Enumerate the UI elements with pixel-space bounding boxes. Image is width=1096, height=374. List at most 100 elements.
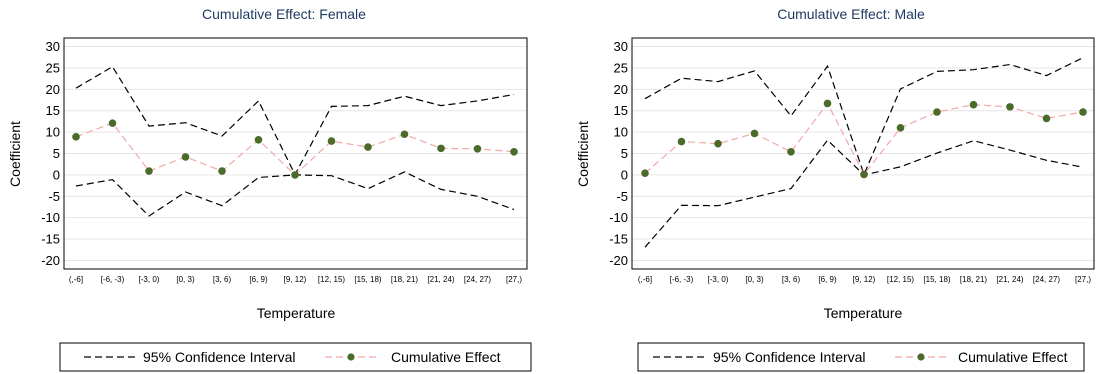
x-axis: (,-6] [-6, -3) [-3, 0) [0, 3) [3, 6) [6, 9) [9… [638,275,1091,284]
plot-frame [63,37,528,270]
y-tick-label: -5 [48,189,60,204]
data-point [896,124,905,132]
series-line-ci-upper [75,65,515,176]
y-tick-label: -15 [609,232,628,247]
y-tick-label: 5 [621,146,628,161]
data-point [437,144,445,153]
series-layer [641,57,1087,248]
y-tick-label: 25 [614,60,628,75]
x-tick-label: [3, 6) [213,275,232,284]
y-axis: 30 25 20 15 10 5 0 -5 -10 -15 -20 [41,39,60,268]
x-tick-label: [0, 3) [745,275,764,284]
legend-frame [637,342,1085,372]
data-point [750,129,759,138]
x-axis-label: Temperature [257,305,336,321]
y-tick-label: -5 [616,189,628,204]
x-tick-label: [12, 15) [318,275,345,284]
data-point [1079,108,1087,116]
data-point [641,169,649,177]
x-tick-label: [-6, -3) [670,275,694,284]
x-tick-label: [27,) [1075,275,1091,284]
data-point [677,137,686,146]
chart-female: Cumulative Effect: Female 30 25 20 15 10 5 0 -5… [7,6,532,372]
series-line-cumulative-effect [75,122,515,176]
x-tick-label: [24, 27) [1033,275,1060,284]
data-point [218,167,226,175]
x-tick-label: [15, 18) [354,275,381,284]
x-tick-label: [0, 3) [176,275,195,284]
data-point [291,171,299,179]
x-tick-label: (,-6] [638,275,652,284]
data-point [72,133,80,141]
y-tick-label: 25 [46,60,60,75]
data-point [400,130,409,139]
x-tick-label: [9, 12) [853,275,876,284]
x-tick-label: [21, 24) [427,275,454,284]
y-tick-label: 0 [53,167,60,182]
y-tick-label: -15 [41,232,60,247]
data-point [327,137,336,145]
y-axis-label: Coefficient [7,121,23,187]
y-tick-label: -10 [609,210,628,225]
legend-label-ci: 95% Confidence Interval [143,349,296,365]
legend-frame [59,342,532,372]
x-tick-label: [12, 15) [887,275,914,284]
data-point [473,144,482,153]
x-tick-label: [6, 9) [249,275,268,284]
data-point [969,100,978,109]
data-point [933,108,941,116]
y-tick-label: -20 [609,253,628,268]
chart-male: Cumulative Effect: Male 30 25 20 15 10 5 0 -5 -1… [575,6,1095,372]
legend: 95% Confidence Interval Cumulative Effec… [59,342,532,372]
chart-title: Cumulative Effect: Female [202,6,366,22]
x-tick-label: [9, 12) [284,275,307,284]
gridlines [632,46,1094,261]
legend-label-effect: Cumulative Effect [958,349,1068,365]
y-tick-label: 30 [46,39,60,54]
series-layer [72,65,518,217]
x-tick-label: [27,) [506,275,522,284]
series-line-ci-upper [644,57,1084,177]
data-point [181,153,190,161]
legend: 95% Confidence Interval Cumulative Effec… [637,342,1085,372]
y-tick-label: 10 [614,125,628,140]
y-tick-label: 20 [46,82,60,97]
y-axis: 30 25 20 15 10 5 0 -5 -10 -15 -20 [609,39,628,268]
x-tick-label: (,-6] [69,275,83,284]
data-point [254,136,263,144]
x-tick-label: [-3, 0) [139,275,160,284]
y-tick-label: 20 [614,82,628,97]
y-tick-label: 0 [621,167,628,182]
x-tick-label: [-6, -3) [101,275,125,284]
data-point [1042,114,1051,123]
data-point [145,167,153,175]
legend-label-ci: 95% Confidence Interval [713,349,866,365]
y-tick-label: 10 [46,125,60,140]
x-axis-label: Temperature [824,305,903,321]
y-tick-label: -10 [41,210,60,225]
y-tick-label: -20 [41,253,60,268]
y-tick-label: 30 [614,39,628,54]
x-tick-label: [15, 18) [923,275,950,284]
data-point [510,147,518,156]
legend-marker-effect [347,353,355,361]
x-axis: (,-6] [-6, -3) [-3, 0) [0, 3) [3, 6) [6, 9) [9… [69,275,522,284]
data-point [860,170,868,179]
data-point [364,143,372,151]
x-tick-label: [18, 21) [391,275,418,284]
plot-frame [631,37,1095,270]
x-tick-label: [21, 24) [996,275,1023,284]
legend-marker-effect [917,353,925,361]
data-point [108,119,117,127]
x-tick-label: [24, 27) [464,275,491,284]
x-tick-label: [18, 21) [960,275,987,284]
y-tick-label: 15 [614,103,628,118]
y-tick-label: 15 [46,103,60,118]
y-tick-label: 5 [53,146,60,161]
x-tick-label: [-3, 0) [708,275,729,284]
data-point [1006,103,1014,111]
x-tick-label: [6, 9) [818,275,837,284]
series-line-cumulative-effect [644,102,1084,176]
legend-label-effect: Cumulative Effect [391,349,501,365]
